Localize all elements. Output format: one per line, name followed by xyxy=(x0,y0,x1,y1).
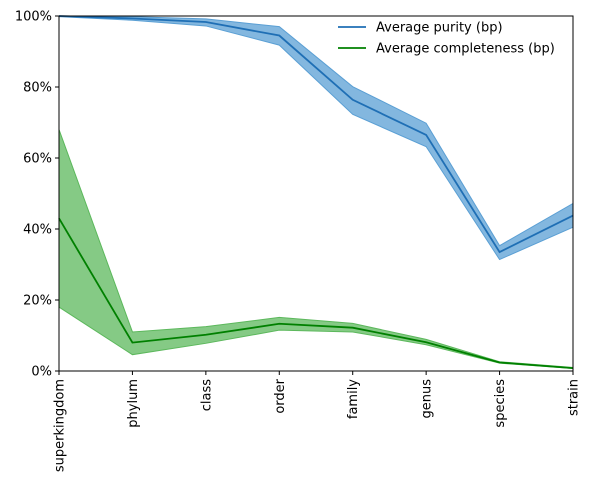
confidence-bands xyxy=(58,15,574,370)
y-tick-label: 80% xyxy=(23,81,52,96)
plot-frame xyxy=(58,15,574,372)
x-tick-label: phylum xyxy=(126,379,141,428)
legend-label: Average completeness (bp) xyxy=(376,42,555,57)
x-tick-label: species xyxy=(493,379,508,428)
y-tick-label: 0% xyxy=(31,365,52,380)
legend: Average purity (bp) Average completeness … xyxy=(338,21,555,57)
y-tick-label: 20% xyxy=(23,294,52,309)
y-tick-label: 100% xyxy=(15,10,52,25)
average-purity-bp-line xyxy=(58,15,574,254)
x-tick-label: superkingdom xyxy=(53,379,68,472)
series-lines xyxy=(58,15,574,370)
x-tick-label: class xyxy=(199,379,214,411)
y-axis: 0% 20% 40% 60% 80% 100% xyxy=(15,10,59,380)
x-tick-label: genus xyxy=(420,379,435,419)
x-axis: superkingdom phylum class order family genus s… xyxy=(53,371,582,472)
average-completeness-bp-line xyxy=(58,217,574,370)
legend-label: Average purity (bp) xyxy=(376,21,503,36)
y-tick-label: 60% xyxy=(23,152,52,167)
x-tick-label: order xyxy=(273,378,288,413)
x-tick-label: family xyxy=(346,379,361,419)
x-tick-label: strain xyxy=(567,379,582,416)
y-tick-label: 40% xyxy=(23,223,52,238)
